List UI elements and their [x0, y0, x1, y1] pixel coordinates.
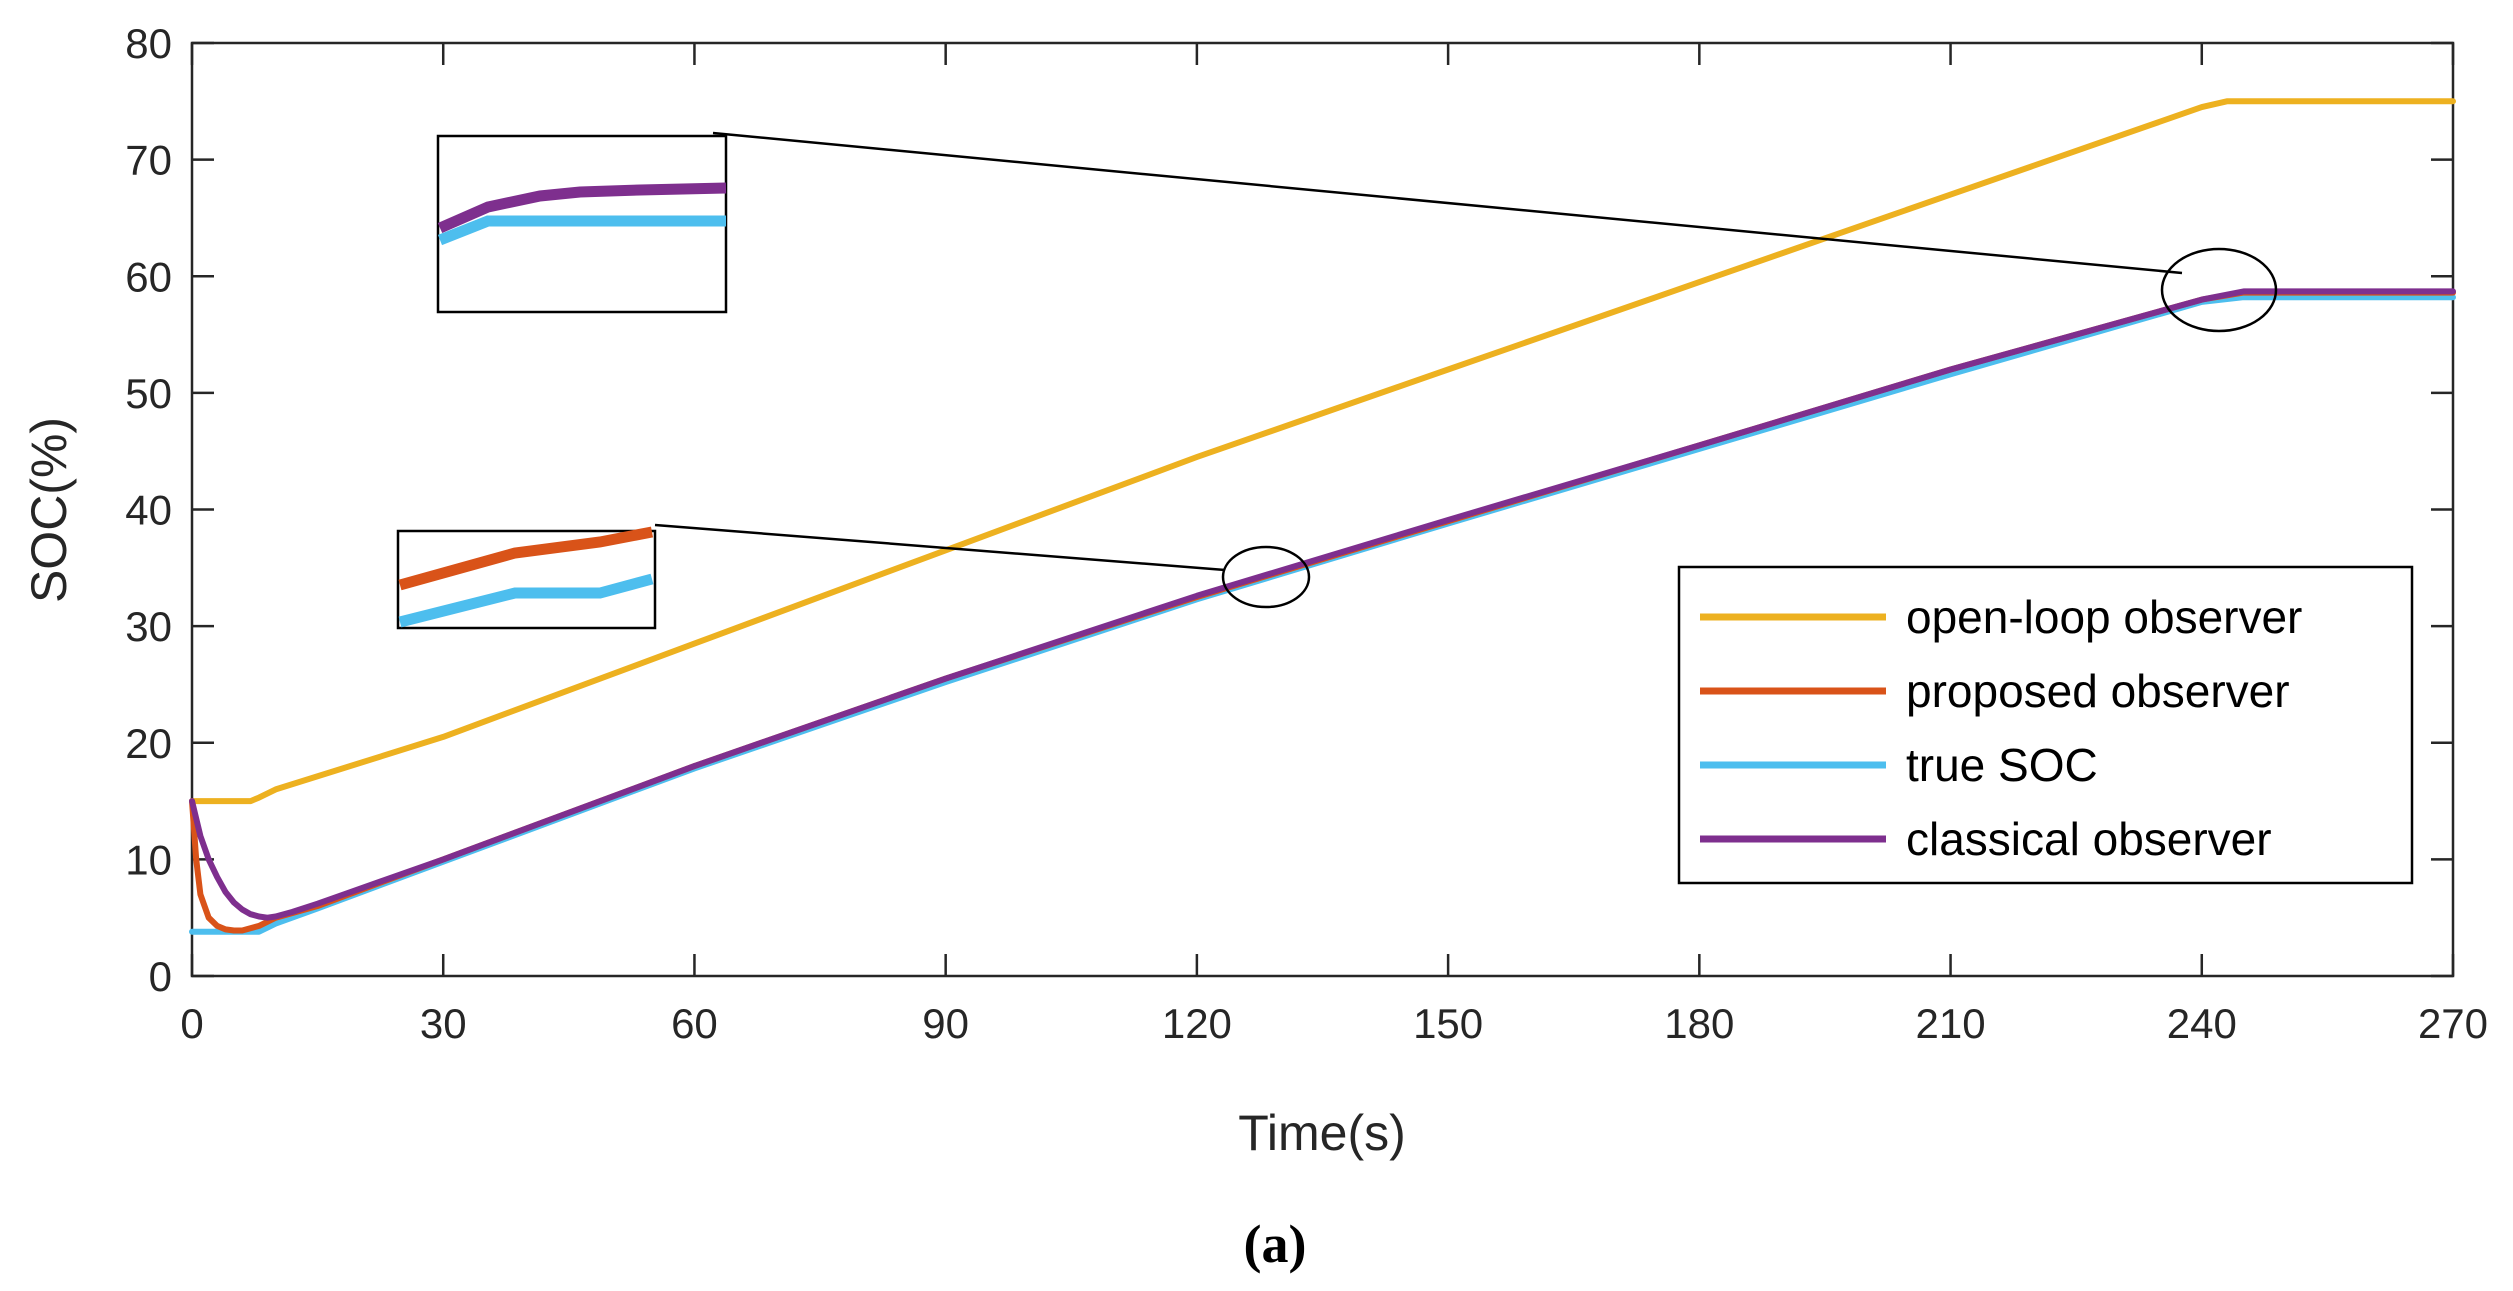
y-tick-label: 0 [149, 953, 172, 1000]
x-tick-label: 90 [922, 1000, 969, 1047]
x-tick-label: 150 [1413, 1000, 1483, 1047]
legend-label-classical: classical observer [1906, 813, 2272, 865]
zoom-connector-top [712, 131, 2183, 275]
inset-top-classical [437, 182, 727, 234]
zoom-callouts [396, 131, 2278, 630]
y-tick-label: 30 [125, 603, 172, 650]
y-tick-label: 80 [125, 20, 172, 67]
y-tick-label: 60 [125, 253, 172, 300]
y-tick-label: 20 [125, 720, 172, 767]
x-tick-label: 240 [2167, 1000, 2237, 1047]
x-tick-label: 60 [671, 1000, 718, 1047]
zoom-ellipse-bottom [1221, 545, 1311, 609]
x-tick-label: 180 [1664, 1000, 1734, 1047]
inset-bottom-true-soc [398, 573, 654, 628]
x-tick-label: 0 [180, 1000, 203, 1047]
legend: open-loop observer proposed observer tru… [1677, 565, 2414, 885]
figure-caption: (a) [1244, 1214, 1307, 1274]
y-tick-label: 10 [125, 836, 172, 883]
legend-label-true-soc: true SOC [1906, 739, 2098, 791]
series-layer [189, 98, 2456, 935]
x-axis-label: Time(s) [1238, 1105, 1406, 1161]
x-tick-label: 120 [1162, 1000, 1232, 1047]
legend-label-proposed: proposed observer [1906, 665, 2290, 717]
axis-ticks: 0 30 60 90 120 150 180 210 240 270 0 10 20 30 40 50 60 70… [125, 20, 2488, 1047]
zoom-connector-bottom [654, 523, 1226, 572]
zoom-ellipse-top [2160, 247, 2278, 333]
x-tick-label: 210 [1916, 1000, 1986, 1047]
x-tick-label: 270 [2418, 1000, 2488, 1047]
y-tick-label: 50 [125, 370, 172, 417]
y-axis-label: SOC(%) [21, 417, 77, 603]
x-tick-label: 30 [420, 1000, 467, 1047]
series-line-open-loop-observer [189, 98, 2456, 805]
inset-bottom-proposed [398, 526, 654, 591]
inset-top-true-soc [437, 215, 726, 246]
legend-label-open-loop: open-loop observer [1906, 591, 2302, 643]
series-line-classical-observer [189, 288, 2456, 921]
y-tick-label: 70 [125, 137, 172, 184]
y-tick-label: 40 [125, 487, 172, 534]
